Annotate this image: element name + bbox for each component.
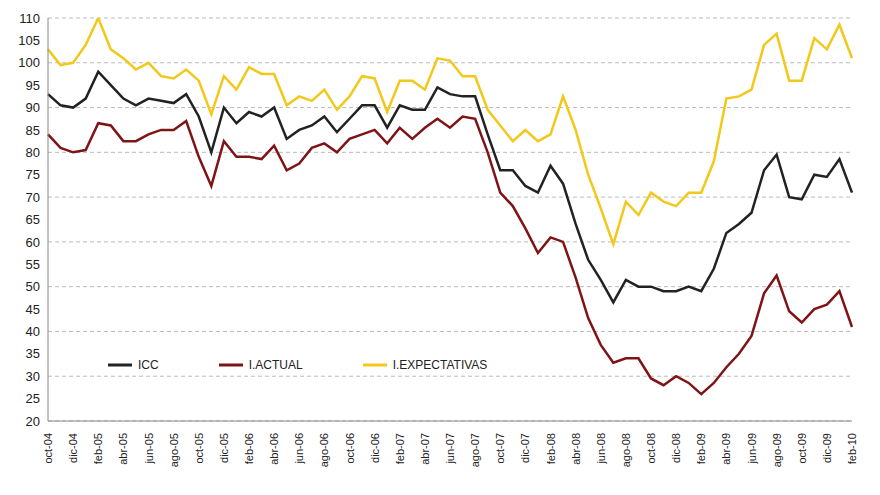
svg-text:ago-06: ago-06 (318, 433, 330, 467)
svg-text:feb-09: feb-09 (695, 433, 707, 464)
svg-text:ago-08: ago-08 (620, 433, 632, 467)
svg-text:feb-06: feb-06 (243, 433, 255, 464)
svg-text:65: 65 (26, 212, 40, 227)
svg-text:abr-08: abr-08 (570, 433, 582, 465)
html-text:I.EXPECTATIVAS: I.EXPECTATIVAS (392, 358, 488, 372)
svg-text:oct-04: oct-04 (42, 433, 54, 464)
svg-text:ago-09: ago-09 (771, 433, 783, 467)
svg-text:30: 30 (26, 369, 40, 384)
svg-text:20: 20 (26, 414, 40, 429)
svg-text:40: 40 (26, 324, 40, 339)
svg-text:jun-05: jun-05 (143, 433, 155, 465)
svg-text:25: 25 (26, 391, 40, 406)
svg-text:dic-04: dic-04 (67, 433, 79, 463)
svg-text:60: 60 (26, 235, 40, 250)
svg-text:80: 80 (26, 145, 40, 160)
svg-text:90: 90 (26, 100, 40, 115)
svg-text:oct-06: oct-06 (344, 433, 356, 464)
html-text:I.ACTUAL: I.ACTUAL (248, 358, 303, 372)
svg-text:jun-08: jun-08 (595, 433, 607, 465)
svg-text:oct-09: oct-09 (796, 433, 808, 464)
svg-text:dic-08: dic-08 (670, 433, 682, 463)
svg-text:jun-09: jun-09 (746, 433, 758, 465)
svg-text:110: 110 (19, 11, 40, 26)
svg-text:dic-07: dic-07 (519, 433, 531, 463)
svg-text:100: 100 (18, 55, 40, 70)
svg-text:oct-05: oct-05 (193, 433, 205, 464)
svg-text:dic-05: dic-05 (218, 433, 230, 463)
svg-text:95: 95 (26, 78, 40, 93)
svg-text:oct-07: oct-07 (494, 433, 506, 464)
svg-text:feb-07: feb-07 (394, 433, 406, 464)
svg-text:abr-05: abr-05 (117, 433, 129, 465)
svg-text:abr-07: abr-07 (419, 433, 431, 465)
svg-text:ago-07: ago-07 (469, 433, 481, 467)
svg-text:oct-08: oct-08 (645, 433, 657, 464)
svg-text:75: 75 (26, 167, 40, 182)
svg-text:70: 70 (26, 190, 40, 205)
svg-text:105: 105 (18, 33, 40, 48)
svg-text:feb-05: feb-05 (92, 433, 104, 464)
html-text:ICC: ICC (138, 358, 159, 372)
svg-text:85: 85 (26, 123, 40, 138)
svg-text:feb-10: feb-10 (846, 433, 858, 464)
svg-text:50: 50 (26, 279, 40, 294)
svg-text:35: 35 (26, 346, 40, 361)
svg-text:abr-06: abr-06 (268, 433, 280, 465)
svg-text:55: 55 (26, 257, 40, 272)
svg-text:dic-06: dic-06 (369, 433, 381, 463)
svg-text:dic-09: dic-09 (821, 433, 833, 463)
svg-text:ago-05: ago-05 (168, 433, 180, 467)
svg-text:feb-08: feb-08 (545, 433, 557, 464)
svg-text:jun-06: jun-06 (293, 433, 305, 465)
svg-text:abr-09: abr-09 (720, 433, 732, 465)
svg-text:jun-07: jun-07 (444, 433, 456, 465)
svg-text:45: 45 (26, 302, 40, 317)
